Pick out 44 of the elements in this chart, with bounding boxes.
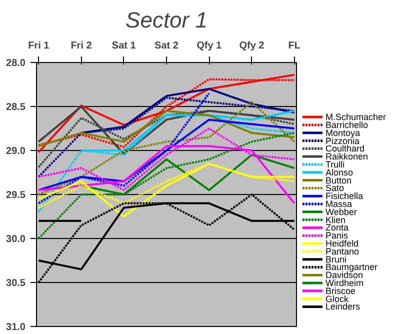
y-tick-label: 30.0	[6, 234, 26, 245]
legend-label: Button	[326, 175, 352, 186]
legend-label: Trulli	[326, 159, 345, 170]
legend-label: Pantano	[326, 246, 360, 256]
legend-label: Fisichella	[326, 191, 364, 202]
legend-label: Bruni	[326, 254, 347, 264]
x-tick-label: Qfy 1	[196, 40, 222, 52]
legend-label: Webber	[326, 206, 357, 217]
chart-title: Sector 1	[126, 8, 208, 32]
x-tick-label: Qfy 2	[239, 40, 265, 52]
legend-label: Montoya	[326, 128, 360, 138]
legend-label: Klien	[326, 214, 346, 225]
legend-label: Barrichello	[326, 120, 368, 130]
legend-label: Leinders	[326, 302, 361, 312]
line-series	[38, 114, 296, 214]
x-tick-label: Sat 1	[112, 40, 136, 52]
legend-label: Raikkonen	[326, 152, 368, 162]
legend-label: Alonso	[326, 167, 354, 178]
legend-label: Coulthard	[326, 144, 365, 154]
line-series	[38, 162, 296, 218]
line-series	[38, 101, 296, 196]
legend-label: M.Schumacher	[326, 112, 386, 122]
y-tick-label: 29.0	[6, 146, 26, 157]
legend-label: Baumgartner	[326, 262, 378, 272]
y-tick-label: 29.5	[6, 190, 26, 201]
x-tick-label: Sat 2	[154, 40, 179, 52]
y-tick-label: 30.5	[6, 278, 26, 289]
legend-label: Davidson	[326, 270, 364, 280]
legend-label: Briscoe	[326, 286, 356, 296]
legend-label: Panis	[326, 230, 349, 241]
line-series	[38, 110, 296, 168]
legend-label: Zonta	[326, 222, 349, 233]
legend-label: Heidfeld	[326, 238, 359, 249]
legend-label: Glock	[326, 294, 350, 304]
legend-label: Massa	[326, 198, 352, 209]
x-tick-label: Fri 1	[28, 40, 50, 52]
legend-label: Wirdheim	[326, 278, 364, 288]
x-tick-label: Fri 2	[70, 40, 92, 52]
x-tick-label: FL	[288, 40, 300, 52]
line-series	[38, 132, 296, 240]
y-tick-label: 31.0	[6, 322, 26, 333]
y-tick-label: 28.0	[6, 58, 26, 69]
y-tick-label: 28.5	[6, 102, 26, 113]
legend-label: Sato	[326, 183, 344, 194]
